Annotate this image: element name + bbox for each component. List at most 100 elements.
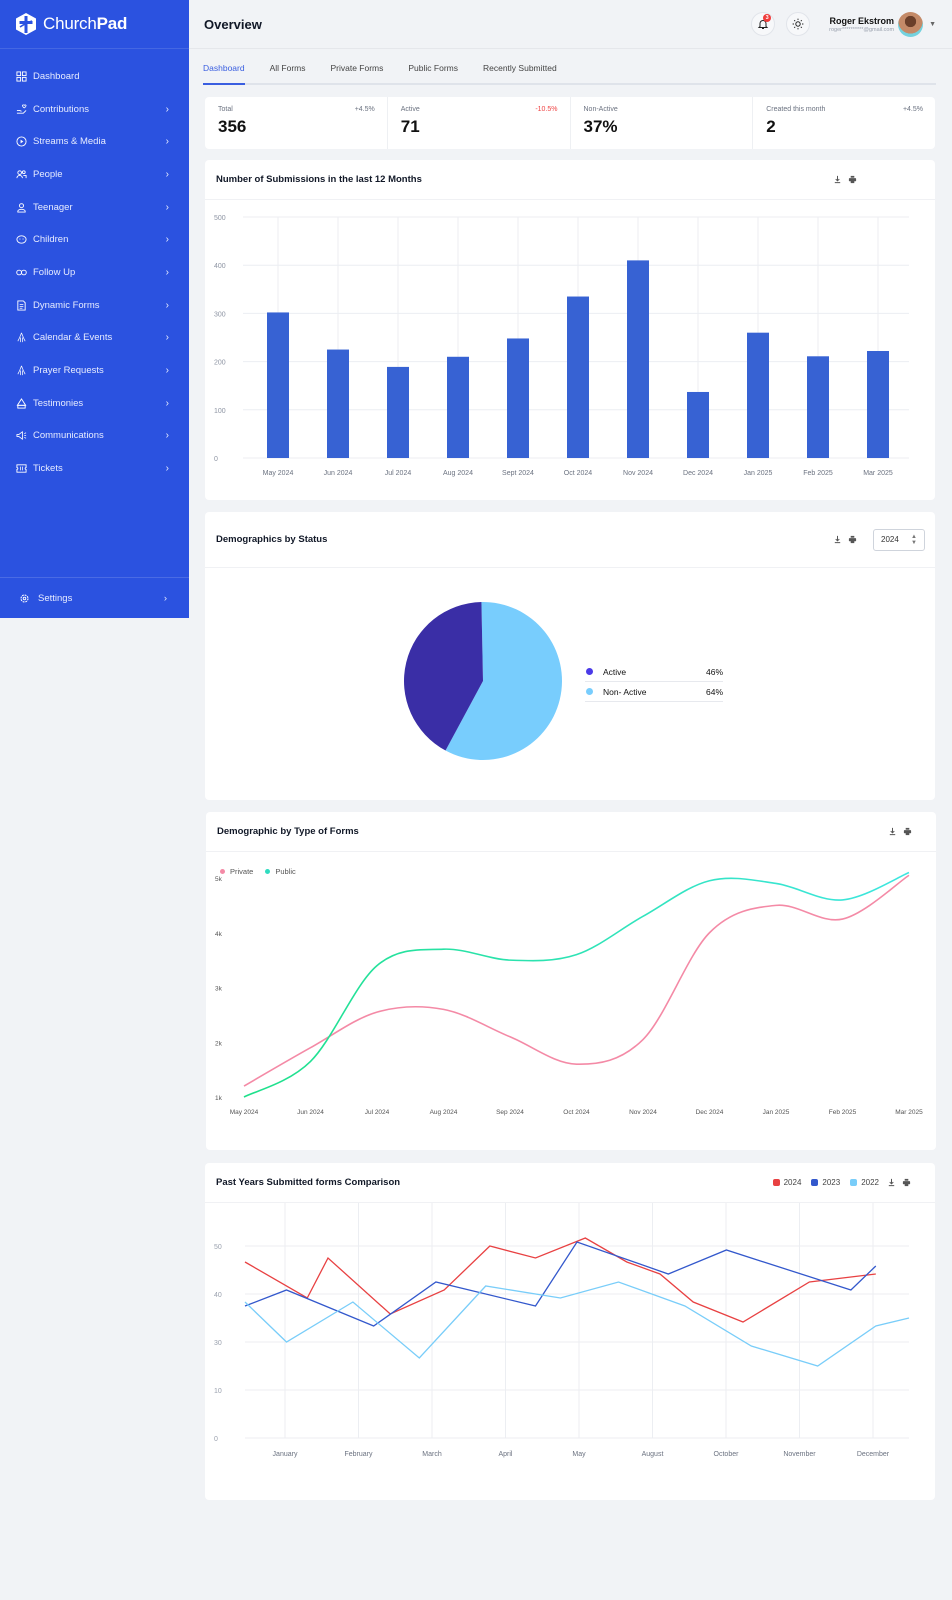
avatar[interactable] [898, 11, 924, 37]
y-tick-label: 200 [214, 360, 226, 367]
sidebar-item-children[interactable]: Children › [0, 223, 189, 256]
pie-chart [404, 602, 562, 760]
sidebar-item-label: Dynamic Forms [33, 299, 100, 311]
print-icon[interactable] [903, 827, 912, 836]
tab-dashboard[interactable]: Dashboard [203, 55, 245, 85]
x-tick-label: Dec 2024 [683, 470, 713, 477]
legend-item-private[interactable]: Private [220, 867, 253, 876]
bar-chart: 0 100 200 300 400 500 May 2024 Jun 2024 Jul 2024… [214, 215, 909, 477]
testimony-icon [16, 397, 27, 409]
tab-all-forms[interactable]: All Forms [269, 63, 306, 73]
sidebar-item-prayer-requests[interactable]: Prayer Requests › [0, 354, 189, 387]
chevron-right-icon: › [165, 299, 169, 311]
sidebar-item-people[interactable]: People › [0, 158, 189, 191]
bar-aug-2024 [447, 356, 469, 458]
tab-public-forms[interactable]: Public Forms [408, 63, 458, 73]
stat-value: 2 [766, 117, 776, 136]
x-tick-label: Nov 2024 [629, 1109, 657, 1116]
sidebar-item-dashboard[interactable]: Dashboard [0, 60, 189, 93]
sun-icon [792, 18, 804, 30]
top-header: Overview 3 Roger Ekstrom roger**********… [189, 0, 952, 49]
print-icon[interactable] [848, 535, 857, 544]
x-tick-label: December [857, 1451, 890, 1458]
print-icon[interactable] [848, 175, 857, 184]
sidebar-item-streams-media[interactable]: Streams & Media › [0, 125, 189, 158]
sidebar: ChurchPad Dashboard Contributions › Streams… [0, 0, 189, 618]
sidebar-item-calendar-events[interactable]: Calendar & Events › [0, 322, 189, 355]
sidebar-item-label: Dashboard [33, 70, 80, 82]
series-line-2022 [244, 1281, 910, 1367]
sidebar-nav: Dashboard Contributions › Streams & Media › P… [0, 49, 189, 485]
y-tick-label: 300 [214, 311, 226, 318]
y-tick-label: 40 [214, 1292, 222, 1299]
notifications-button[interactable]: 3 [751, 12, 776, 36]
theme-toggle-button[interactable] [786, 12, 811, 36]
stat-value: 71 [400, 117, 420, 136]
sidebar-item-label: Children [33, 234, 69, 246]
x-tick-label: February [344, 1451, 373, 1458]
user-menu[interactable]: Roger Ekstrom roger**********@gmail.com … [829, 11, 952, 37]
stat-card-total: Total +4.5% 356 [205, 97, 388, 149]
sidebar-item-settings[interactable]: Settings › [0, 577, 189, 618]
download-icon[interactable] [833, 175, 842, 184]
link-icon [16, 267, 27, 278]
legend-label-2024[interactable]: 2024 [783, 1178, 802, 1187]
sidebar-item-label: Contributions [33, 103, 89, 115]
sidebar-item-communications[interactable]: Communications › [0, 420, 189, 453]
download-icon[interactable] [888, 827, 897, 836]
bar-jul-2024 [387, 366, 409, 458]
x-tick-label: Mar 2025 [863, 470, 893, 477]
x-tick-label: Feb 2025 [803, 470, 833, 477]
spline-legend: Private Public [220, 867, 308, 876]
legend-item-public[interactable]: Public [265, 867, 296, 876]
print-icon[interactable] [902, 1178, 911, 1187]
y-tick-label: 0 [214, 1436, 218, 1443]
tab-recently-submitted[interactable]: Recently Submitted [482, 63, 557, 73]
card-header: Past Years Submitted forms Comparison 20… [205, 1163, 935, 1203]
year-select[interactable]: 2024 ▲ ▼ [873, 528, 925, 551]
bar-sept-2024 [507, 338, 529, 458]
y-tick-label: 30 [214, 1340, 222, 1347]
pie-legend: Active 46% Non- Active 64% [585, 662, 723, 702]
sidebar-item-tickets[interactable]: Tickets › [0, 452, 189, 485]
comparison-legend: 2024 2023 2022 [763, 1178, 879, 1187]
series-line-private [243, 874, 910, 1087]
pie-legend-item[interactable]: Active 46% [585, 662, 723, 682]
megaphone-icon [16, 430, 27, 441]
download-icon[interactable] [887, 1178, 896, 1187]
sidebar-item-teenager[interactable]: Teenager › [0, 191, 189, 224]
bar-nov-2024 [627, 260, 649, 458]
app-logo[interactable]: ChurchPad [0, 0, 189, 49]
x-tick-label: Jul 2024 [385, 470, 412, 477]
sidebar-item-label: Streams & Media [33, 136, 106, 148]
download-icon[interactable] [833, 535, 842, 544]
sidebar-item-dynamic-forms[interactable]: Dynamic Forms › [0, 289, 189, 322]
bar-feb-2025 [807, 356, 829, 458]
pie-legend-item[interactable]: Non- Active 64% [585, 682, 723, 702]
sidebar-item-testimonies[interactable]: Testimonies › [0, 387, 189, 420]
chevron-right-icon: › [165, 430, 169, 442]
tab-private-forms[interactable]: Private Forms [330, 63, 384, 73]
bar-may-2024 [267, 312, 289, 458]
y-tick-label: 400 [214, 263, 226, 270]
sidebar-item-follow-up[interactable]: Follow Up › [0, 256, 189, 289]
legend-swatch [850, 1179, 858, 1186]
x-tick-label: May 2024 [263, 470, 294, 477]
y-tick-label: 100 [214, 408, 226, 415]
legend-label-2023[interactable]: 2023 [822, 1178, 841, 1187]
legend-value: 64% [705, 686, 723, 697]
ticket-icon [16, 463, 27, 474]
caret-down-icon[interactable]: ▼ [929, 20, 936, 28]
dashboard-icon [16, 71, 27, 82]
stat-label: Created this month [766, 106, 826, 113]
x-tick-label: November [783, 1451, 816, 1458]
legend-value: 46% [705, 666, 723, 677]
bar-mar-2025 [867, 350, 889, 458]
y-tick-label: 3k [215, 986, 223, 993]
stat-value: 37% [583, 117, 618, 136]
praying-hands-icon [16, 365, 27, 376]
x-tick-label: Jan 2025 [744, 470, 773, 477]
sidebar-item-contributions[interactable]: Contributions › [0, 93, 189, 126]
user-icon [16, 202, 27, 213]
legend-label-2022[interactable]: 2022 [861, 1178, 879, 1187]
